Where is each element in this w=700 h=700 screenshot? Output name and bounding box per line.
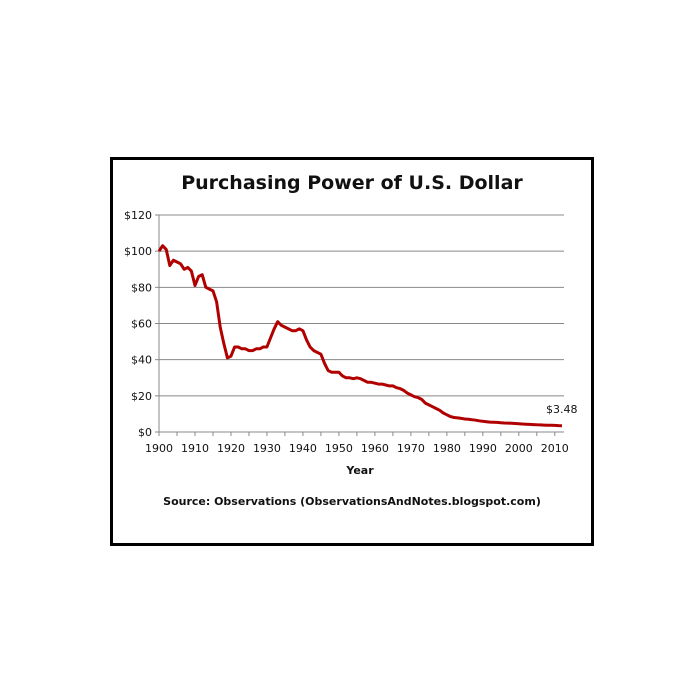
- chart-title: Purchasing Power of U.S. Dollar: [181, 172, 523, 194]
- x-tick-label: 2010: [541, 442, 569, 455]
- series-line: [157, 244, 563, 428]
- y-tick-label: $40: [131, 354, 152, 367]
- end-value-annotation: $3.48: [546, 403, 578, 416]
- x-tick-label: 2000: [505, 442, 533, 455]
- x-tick-label: 1900: [145, 442, 173, 455]
- x-tick-label: 1930: [253, 442, 281, 455]
- y-tick-label: $20: [131, 390, 152, 403]
- chart-frame: [110, 157, 594, 546]
- x-tick-label: 1960: [361, 442, 389, 455]
- source-note: Source: Observations (ObservationsAndNot…: [163, 495, 541, 508]
- y-tick-label: $100: [124, 245, 152, 258]
- x-tick-label: 1910: [181, 442, 209, 455]
- x-tick-label: 1980: [433, 442, 461, 455]
- y-tick-label: $60: [131, 318, 152, 331]
- x-tick-label: 1920: [217, 442, 245, 455]
- x-tick-label: 1950: [325, 442, 353, 455]
- x-tick-label: 1940: [289, 442, 317, 455]
- x-tick-label: 1970: [397, 442, 425, 455]
- x-axis-label: Year: [345, 464, 374, 477]
- x-tick-label: 1990: [469, 442, 497, 455]
- y-tick-label: $120: [124, 209, 152, 222]
- y-tick-label: $80: [131, 281, 152, 294]
- y-tick-label: $0: [138, 426, 152, 439]
